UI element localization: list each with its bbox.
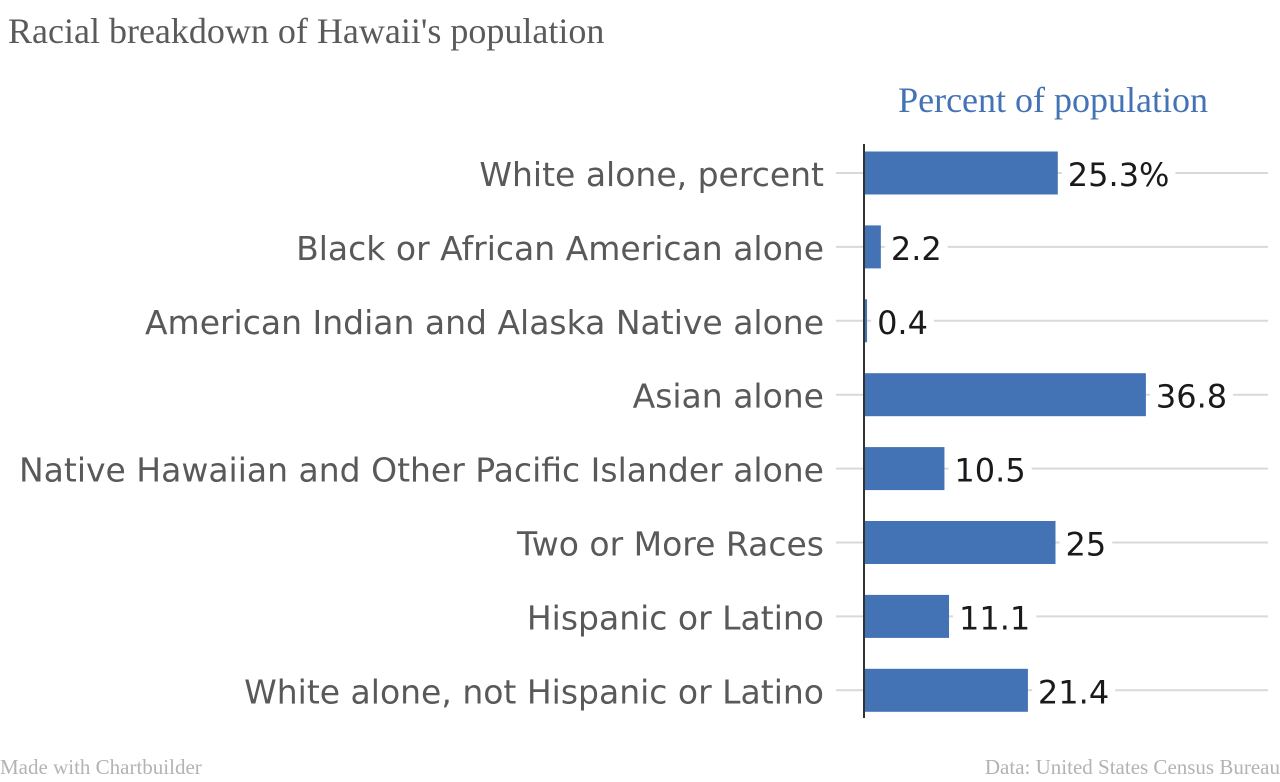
value-label-backing <box>871 298 934 343</box>
bar <box>864 299 868 343</box>
category-label: Native Hawaiian and Other Pacific Island… <box>19 451 824 490</box>
value-label: 0.4 <box>877 304 928 342</box>
bar <box>864 668 1028 712</box>
bar <box>864 594 950 638</box>
bars <box>864 151 1146 712</box>
footer-source: Data: United States Census Bureau <box>984 755 1280 779</box>
value-label: 25.3% <box>1068 156 1170 194</box>
value-label-backing <box>1149 372 1234 417</box>
value-label: 2.2 <box>891 230 942 268</box>
value-label: 21.4 <box>1038 673 1109 711</box>
value-label-backing <box>953 594 1037 639</box>
value-label-backing <box>1059 520 1113 565</box>
value-label: 11.1 <box>959 599 1030 637</box>
value-label-backing <box>948 446 1032 491</box>
value-label-backing <box>884 224 948 269</box>
chart-title: Racial breakdown of Hawaii's population <box>8 11 605 51</box>
category-label: Hispanic or Latino <box>527 598 824 637</box>
value-label: 25 <box>1066 526 1107 564</box>
category-label: White alone, not Hispanic or Latino <box>244 672 824 711</box>
bar <box>864 447 945 491</box>
value-label-backing <box>1031 668 1116 713</box>
category-label: White alone, percent <box>479 155 824 194</box>
labels: 25.3% White alone, percent 2.2 Black or Afr… <box>19 151 1234 713</box>
bar <box>864 373 1146 417</box>
value-label: 36.8 <box>1156 378 1227 416</box>
footer-credit: Made with Chartbuilder <box>0 755 202 779</box>
category-label: Black or African American alone <box>296 229 824 268</box>
category-label: Two or More Races <box>516 525 824 564</box>
series-label: Percent of population <box>898 80 1208 120</box>
bar <box>864 151 1058 195</box>
value-label: 10.5 <box>954 452 1025 490</box>
bar <box>864 225 881 269</box>
category-label: Asian alone <box>633 377 824 416</box>
value-label-backing <box>1061 151 1176 195</box>
category-label: American Indian and Alaska Native alone <box>145 303 824 342</box>
bar <box>864 521 1056 564</box>
